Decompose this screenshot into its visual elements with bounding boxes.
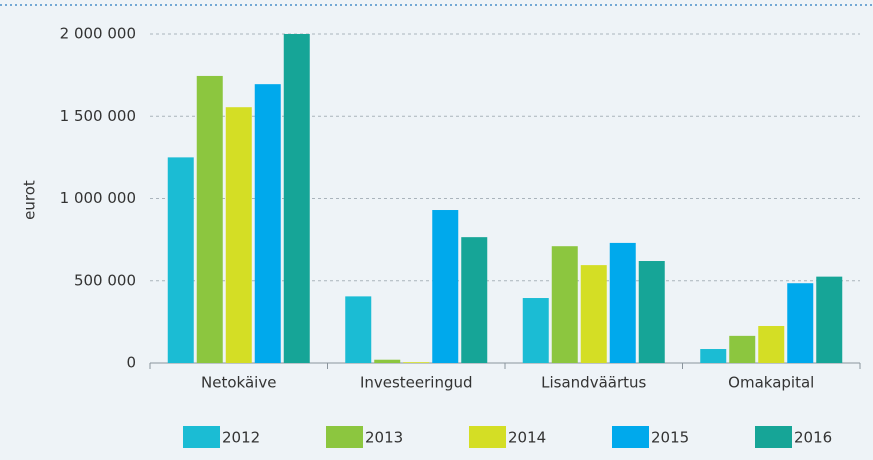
bar [432, 210, 459, 363]
bar [167, 157, 194, 363]
bar [461, 237, 488, 363]
bar [609, 242, 636, 363]
legend-swatch [612, 426, 649, 448]
legend-label: 2013 [365, 429, 403, 447]
bar [729, 335, 756, 363]
x-tick-label: Investeeringud [360, 374, 473, 392]
legend-swatch [469, 426, 506, 448]
legend-swatch [755, 426, 792, 448]
bar [638, 261, 665, 363]
legend-label: 2012 [222, 429, 260, 447]
y-tick-label: 1 500 000 [60, 107, 136, 125]
x-tick-label: Omakapital [728, 374, 814, 392]
bar [345, 296, 372, 363]
bar [551, 246, 578, 363]
bar [816, 276, 843, 363]
y-tick-label: 0 [126, 354, 136, 372]
legend-swatch [326, 426, 363, 448]
legend-swatch [183, 426, 220, 448]
bar [225, 107, 252, 363]
y-tick-label: 1 000 000 [60, 189, 136, 207]
y-axis-label: eurot [21, 180, 39, 220]
x-tick-label: Lisandväärtus [541, 374, 646, 392]
bar [283, 34, 310, 363]
y-tick-label: 2 000 000 [60, 25, 136, 43]
bar [700, 349, 727, 363]
bar [522, 298, 549, 363]
x-tick-label: Netokäive [201, 374, 276, 392]
bar [787, 283, 814, 363]
bar [196, 75, 223, 363]
bar [580, 265, 607, 363]
legend-label: 2016 [794, 429, 832, 447]
bar [254, 84, 281, 364]
legend-label: 2015 [651, 429, 689, 447]
bar [374, 359, 401, 363]
legend-label: 2014 [508, 429, 546, 447]
y-tick-label: 500 000 [74, 271, 136, 289]
bar [403, 362, 430, 363]
bar [758, 325, 785, 363]
